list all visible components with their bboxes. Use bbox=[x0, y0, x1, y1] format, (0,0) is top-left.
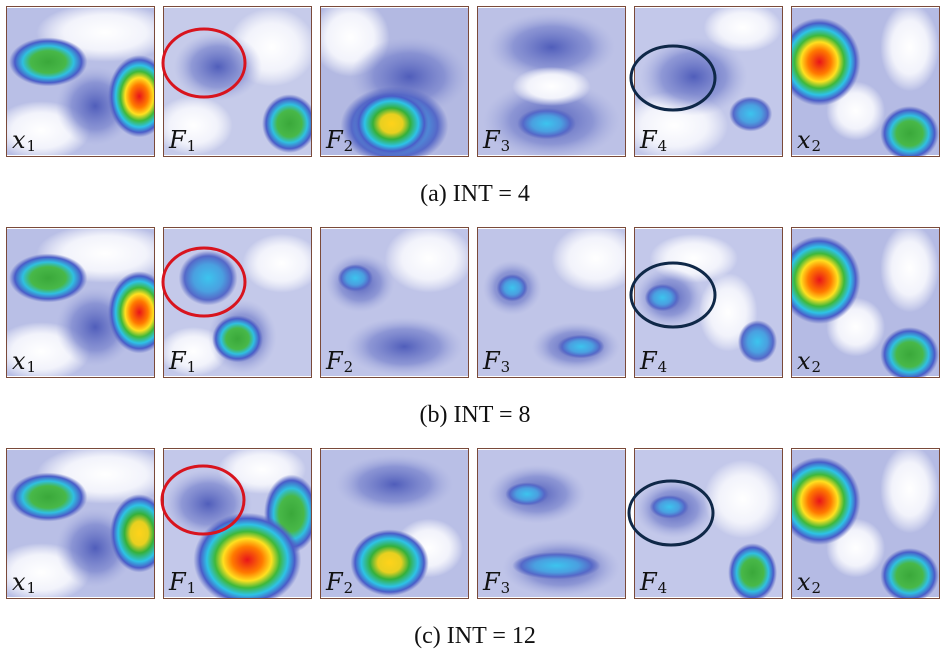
heatmap-f1: F1 bbox=[163, 6, 312, 157]
panel-label: F1 bbox=[169, 347, 197, 376]
heatmap-f1: F1 bbox=[163, 448, 312, 599]
panel-label: x2 bbox=[797, 347, 822, 376]
panel-label: F3 bbox=[483, 126, 511, 155]
heatmap-f1: F1 bbox=[163, 227, 312, 378]
heatmap-f2: F2 bbox=[320, 448, 469, 599]
heatmap-f4: F4 bbox=[634, 6, 783, 157]
row-int-4: x1 F1 F2 F3 bbox=[6, 6, 946, 159]
heatmap-f4: F4 bbox=[634, 227, 783, 378]
panel-label: x2 bbox=[797, 126, 822, 155]
panel-label: F2 bbox=[326, 347, 354, 376]
heatmap-x1: x1 bbox=[6, 227, 155, 378]
heatmap-x1: x1 bbox=[6, 448, 155, 599]
panel-label: F1 bbox=[169, 126, 197, 155]
row-int-8: x1 F1 F2 F3 bbox=[6, 227, 946, 380]
heatmap-x2: x2 bbox=[791, 6, 940, 157]
heatmap-x2: x2 bbox=[791, 227, 940, 378]
panel-label: x1 bbox=[12, 126, 37, 155]
panel-label: x1 bbox=[12, 568, 37, 597]
panel-label: F2 bbox=[326, 568, 354, 597]
panel-label: x1 bbox=[12, 347, 37, 376]
row-int-12: x1 F1 F2 F3 bbox=[6, 448, 946, 601]
heatmap-x2: x2 bbox=[791, 448, 940, 599]
heatmap-x1: x1 bbox=[6, 6, 155, 157]
panel-label: F4 bbox=[640, 347, 668, 376]
heatmap-f4: F4 bbox=[634, 448, 783, 599]
heatmap-f2: F2 bbox=[320, 6, 469, 157]
caption-c: (c) INT = 12 bbox=[414, 623, 536, 649]
panel-label: F3 bbox=[483, 347, 511, 376]
panel-label: F2 bbox=[326, 126, 354, 155]
caption-a: (a) INT = 4 bbox=[420, 181, 530, 207]
panel-label: x2 bbox=[797, 568, 822, 597]
heatmap-f3: F3 bbox=[477, 227, 626, 378]
panel-label: F3 bbox=[483, 568, 511, 597]
caption-b: (b) INT = 8 bbox=[419, 402, 531, 428]
panel-label: F4 bbox=[640, 568, 668, 597]
heatmap-f2: F2 bbox=[320, 227, 469, 378]
heatmap-f3: F3 bbox=[477, 448, 626, 599]
panel-label: F1 bbox=[169, 568, 197, 597]
heatmap-f3: F3 bbox=[477, 6, 626, 157]
panel-label: F4 bbox=[640, 126, 668, 155]
